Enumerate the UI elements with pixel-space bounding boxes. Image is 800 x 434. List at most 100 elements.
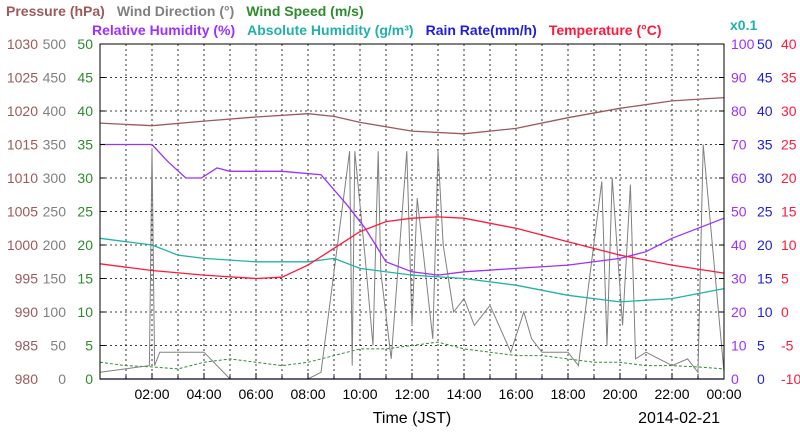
tick-label-pressure: 1010 — [7, 170, 38, 186]
tick-label-wind-speed: 0 — [85, 371, 93, 387]
tick-label-rain-rate: 0 — [757, 371, 765, 387]
tick-label-humidity: 30 — [731, 271, 747, 287]
tick-label-temperature: 35 — [781, 70, 797, 86]
x-tick-label: 12:00 — [394, 386, 429, 402]
tick-label-rain-rate: 25 — [757, 204, 773, 220]
tick-label-wind-direction: 450 — [43, 70, 67, 86]
tick-label-rain-rate: 10 — [757, 304, 773, 320]
tick-label-pressure: 995 — [15, 271, 39, 287]
tick-label-pressure: 1030 — [7, 36, 38, 52]
legend-top: Pressure (hPa) Wind Direction (°) Wind Spe… — [6, 3, 364, 19]
series-line-pressure-hpa — [99, 96, 725, 135]
tick-label-wind-speed: 30 — [77, 170, 93, 186]
tick-label-humidity: 80 — [731, 103, 747, 119]
tick-label-humidity: 70 — [731, 137, 747, 153]
x-tick-label: 04:00 — [186, 386, 221, 402]
tick-label-pressure: 1025 — [7, 70, 38, 86]
tick-label-humidity: 40 — [731, 237, 747, 253]
tick-label-temperature: 10 — [781, 237, 797, 253]
tick-label-humidity: 100 — [731, 36, 755, 52]
tick-label-pressure: 990 — [15, 304, 39, 320]
x-tick-label: 00:00 — [706, 386, 741, 402]
legend-entry: Absolute Humidity (g/m³) — [247, 22, 413, 38]
tick-label-wind-speed: 45 — [77, 70, 93, 86]
legend-entry: Pressure (hPa) — [6, 3, 105, 19]
tick-label-humidity: 0 — [731, 371, 739, 387]
x-tick-label: 16:00 — [498, 386, 533, 402]
tick-label-humidity: 10 — [731, 338, 747, 354]
tick-label-wind-speed: 25 — [77, 204, 93, 220]
tick-label-humidity: 90 — [731, 70, 747, 86]
x-tick-label: 20:00 — [602, 386, 637, 402]
grid — [100, 44, 724, 379]
tick-label-wind-speed: 20 — [77, 237, 93, 253]
chart-date: 2014-02-21 — [638, 410, 720, 427]
tick-label-wind-speed: 50 — [77, 36, 93, 52]
series-line-absolute-humidity-g-m — [99, 237, 725, 303]
left-axes: 9809859909951000100510101015102010251030… — [7, 36, 105, 387]
tick-label-pressure: 1020 — [7, 103, 38, 119]
tick-label-rain-rate: 45 — [757, 70, 773, 86]
series-line-wind-speed-m-s — [99, 341, 725, 370]
tick-label-rain-rate: 20 — [757, 237, 773, 253]
tick-label-temperature: 15 — [781, 204, 797, 220]
tick-label-wind-direction: 500 — [43, 36, 67, 52]
tick-label-wind-speed: 10 — [77, 304, 93, 320]
x-tick-label: 10:00 — [342, 386, 377, 402]
legend-entry: Rain Rate(mm/h) — [426, 22, 537, 38]
abs-humidity-scale-note: x0.1 — [730, 17, 757, 33]
tick-label-wind-direction: 400 — [43, 103, 67, 119]
x-tick-label: 14:00 — [446, 386, 481, 402]
tick-label-humidity: 50 — [731, 204, 747, 220]
x-axis: 02:00 04:00 06:00 08:00 10:00 12:00 14:00 16:00… — [125, 373, 742, 427]
tick-label-rain-rate: 5 — [757, 338, 765, 354]
tick-label-rain-rate: 50 — [757, 36, 773, 52]
tick-label-pressure: 985 — [15, 338, 39, 354]
tick-label-wind-speed: 40 — [77, 103, 93, 119]
x-tick-label: 18:00 — [550, 386, 585, 402]
tick-label-wind-speed: 15 — [77, 271, 93, 287]
legend-bottom: Relative Humidity (%) Absolute Humidity (… — [92, 22, 662, 38]
tick-label-temperature: 30 — [781, 103, 797, 119]
tick-label-temperature: -10 — [781, 371, 800, 387]
series-line-relative-humidity — [100, 143, 725, 276]
x-tick-label: 22:00 — [654, 386, 689, 402]
tick-label-wind-direction: 300 — [43, 170, 67, 186]
tick-label-wind-direction: 200 — [43, 237, 67, 253]
tick-label-rain-rate: 15 — [757, 271, 773, 287]
tick-label-pressure: 1015 — [7, 137, 38, 153]
tick-label-temperature: 0 — [781, 304, 789, 320]
tick-label-rain-rate: 35 — [757, 137, 773, 153]
tick-label-rain-rate: 40 — [757, 103, 773, 119]
tick-label-pressure: 980 — [15, 371, 39, 387]
tick-label-pressure: 1000 — [7, 237, 38, 253]
tick-label-temperature: 5 — [781, 271, 789, 287]
x-tick-label: 02:00 — [134, 386, 169, 402]
x-tick-label: 08:00 — [290, 386, 325, 402]
tick-label-wind-direction: 50 — [50, 338, 66, 354]
series-line-temperature-c — [99, 216, 725, 280]
x-tick-label: 06:00 — [238, 386, 273, 402]
tick-label-wind-speed: 5 — [85, 338, 93, 354]
tick-label-humidity: 20 — [731, 304, 747, 320]
legend-entry: Wind Speed (m/s) — [246, 3, 363, 19]
tick-label-wind-direction: 100 — [43, 304, 67, 320]
right-axes: 0102030405060708090100051015202530354045… — [719, 17, 800, 387]
tick-label-humidity: 60 — [731, 170, 747, 186]
tick-label-temperature: -5 — [781, 338, 794, 354]
tick-label-wind-direction: 0 — [58, 371, 66, 387]
tick-label-rain-rate: 30 — [757, 170, 773, 186]
legend-entry: Relative Humidity (%) — [92, 22, 235, 38]
tick-label-pressure: 1005 — [7, 204, 38, 220]
tick-label-temperature: 40 — [781, 36, 797, 52]
tick-label-wind-direction: 150 — [43, 271, 67, 287]
tick-label-wind-direction: 350 — [43, 137, 67, 153]
tick-label-temperature: 25 — [781, 137, 797, 153]
legend-entry: Wind Direction (°) — [117, 3, 234, 19]
tick-label-wind-direction: 250 — [43, 204, 67, 220]
legend-entry: Temperature (°C) — [549, 22, 662, 38]
tick-label-wind-speed: 35 — [77, 137, 93, 153]
tick-label-temperature: 20 — [781, 170, 797, 186]
